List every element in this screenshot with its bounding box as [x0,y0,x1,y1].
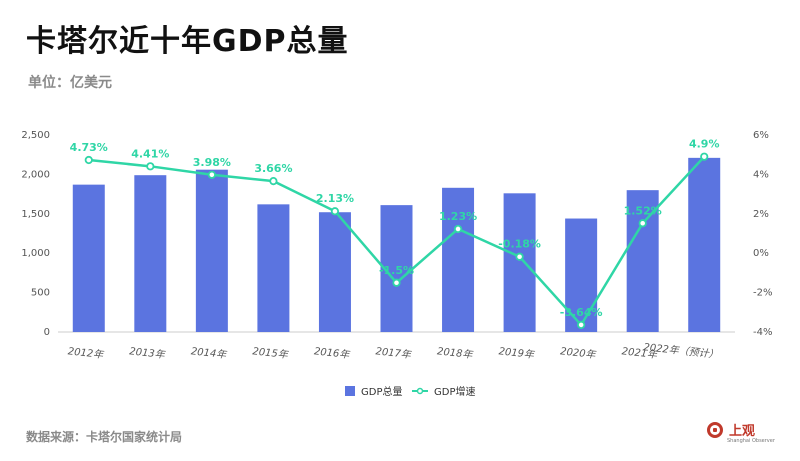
bar [318,212,351,332]
legend-bar-swatch [345,386,355,396]
growth-data-label: 1.23% [439,210,477,223]
logo-subtext: Shanghai Observer [727,438,775,444]
growth-data-label: 1.52% [624,204,662,217]
growth-data-label: 4.9% [689,138,720,151]
y-right-tick-label: 0% [753,248,769,259]
legend-bar-label: GDP总量 [361,385,402,398]
growth-data-label: 4.41% [131,147,169,160]
publisher-logo: 上观 Shanghai Observer [705,418,775,454]
y-left-tick-label: 0 [44,327,50,338]
growth-data-label: -1.5% [379,264,414,277]
growth-data-label: 3.66% [254,162,292,175]
bar [257,204,290,332]
x-tick-label: 2019年 [498,345,536,361]
growth-point [700,152,709,161]
y-left-tick-label: 2,500 [21,130,50,141]
legend-line-marker [416,387,424,395]
legend-line-label: GDP增速 [434,385,475,398]
bar [503,193,536,332]
growth-point [577,320,586,330]
x-tick-label: 2013年 [129,345,167,361]
bar [195,169,228,332]
growth-point [453,224,463,234]
bar [442,187,475,332]
x-tick-label: 2021年 [621,345,659,361]
y-left-tick-label: 1,500 [21,209,50,220]
growth-data-label: 4.73% [70,141,108,154]
x-tick-label: 2016年 [313,345,351,361]
x-tick-label: 2012年 [67,345,105,361]
growth-point [392,278,401,287]
chart-title: 卡塔尔近十年GDP总量 [26,24,349,59]
growth-data-label: -3.64% [560,306,603,319]
growth-point [146,162,155,171]
x-tick-label: 2020年 [560,345,598,361]
x-tick-label: 2014年 [190,345,228,361]
y-right-tick-label: 2% [753,209,769,220]
growth-point [207,170,216,179]
bar [626,190,659,332]
growth-point [515,252,524,261]
bar [688,157,721,332]
growth-point [330,207,340,216]
growth-point [84,155,93,165]
growth-data-label: 3.98% [193,156,231,169]
growth-data-label: 2.13% [316,192,354,205]
growth-point [269,176,278,186]
logo-icon [707,422,723,438]
data-source: 数据来源：卡塔尔国家统计局 [26,430,183,444]
growth-data-label: -0.18% [498,238,541,251]
y-left-tick-label: 1,000 [21,248,50,259]
bar [134,175,167,332]
y-right-tick-label: 4% [753,169,769,180]
x-tick-label: 2015年 [252,345,290,361]
unit-label: 单位：亿美元 [28,75,112,91]
x-tick-label: 2018年 [436,345,474,361]
logo-text: 上观 [729,424,756,439]
y-right-tick-label: -4% [753,327,772,338]
y-left-tick-label: 2,000 [21,169,50,180]
y-right-tick-label: 6% [753,130,769,141]
x-tick-label: 2017年 [375,345,413,361]
growth-point [638,219,647,228]
y-left-tick-label: 500 [31,288,50,299]
bar [72,184,105,332]
y-right-tick-label: -2% [753,288,772,299]
